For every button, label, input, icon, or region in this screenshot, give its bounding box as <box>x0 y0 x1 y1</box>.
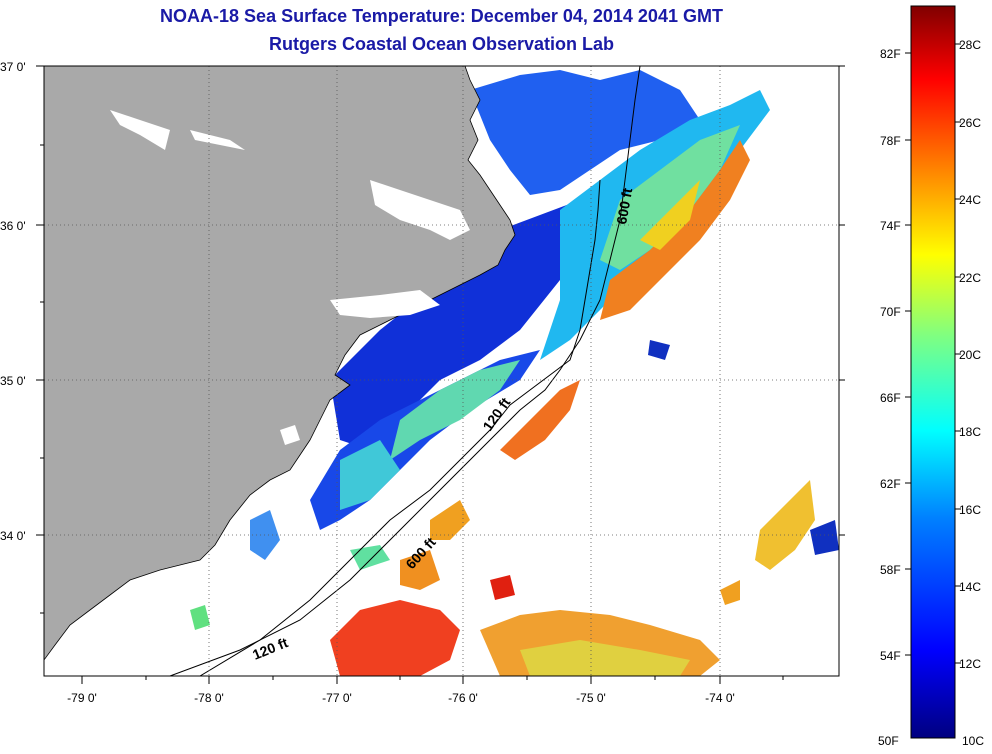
colorbar-f-label: 54F <box>880 649 901 663</box>
colorbar-c-label: 20C <box>959 348 981 362</box>
colorbar-c-label: 12C <box>959 657 981 671</box>
colorbar-f-label: 66F <box>880 391 901 405</box>
colorbar-c-label: 28C <box>959 38 981 52</box>
lon-label: -74 0' <box>705 691 735 705</box>
colorbar-f-label: 78F <box>880 134 901 148</box>
lon-label: -75 0' <box>576 691 606 705</box>
colorbar-f-label: 70F <box>880 305 901 319</box>
colorbar-c-label: 22C <box>959 271 981 285</box>
lon-label: -77 0' <box>322 691 352 705</box>
graticule <box>44 66 839 676</box>
isobath-label: 600 ft <box>613 186 635 225</box>
colorbar-c-label: 24C <box>959 193 981 207</box>
colorbar <box>910 5 956 739</box>
colorbar-f-label: 74F <box>880 219 901 233</box>
colorbar-ticks <box>905 43 961 664</box>
colorbar-f-label: 62F <box>880 477 901 491</box>
colorbar-f-label: 82F <box>880 47 901 61</box>
lon-label: -76 0' <box>448 691 478 705</box>
colorbar-f-label: 58F <box>880 563 901 577</box>
lat-label: 36 0' <box>0 219 26 233</box>
lat-label: 37 0' <box>0 60 26 74</box>
isobath-line <box>199 179 601 676</box>
colorbar-f-label: 50F <box>878 734 899 748</box>
chart-subtitle: Rutgers Coastal Ocean Observation Lab <box>268 34 615 54</box>
lon-label: -78 0' <box>194 691 224 705</box>
lat-label: 34 0' <box>0 529 26 543</box>
colorbar-c-label: 10C <box>962 734 984 748</box>
lat-label: 35 0' <box>0 374 26 388</box>
colorbar-c-label: 16C <box>959 503 981 517</box>
chart-title: NOAA-18 Sea Surface Temperature: Decembe… <box>160 6 723 26</box>
sst-field <box>190 70 839 676</box>
colorbar-c-label: 14C <box>959 580 981 594</box>
colorbar-c-label: 26C <box>959 116 981 130</box>
axis-ticks <box>36 65 845 684</box>
map-frame <box>43 65 840 677</box>
lon-label: -79 0' <box>67 691 97 705</box>
colorbar-c-label: 18C <box>959 425 981 439</box>
